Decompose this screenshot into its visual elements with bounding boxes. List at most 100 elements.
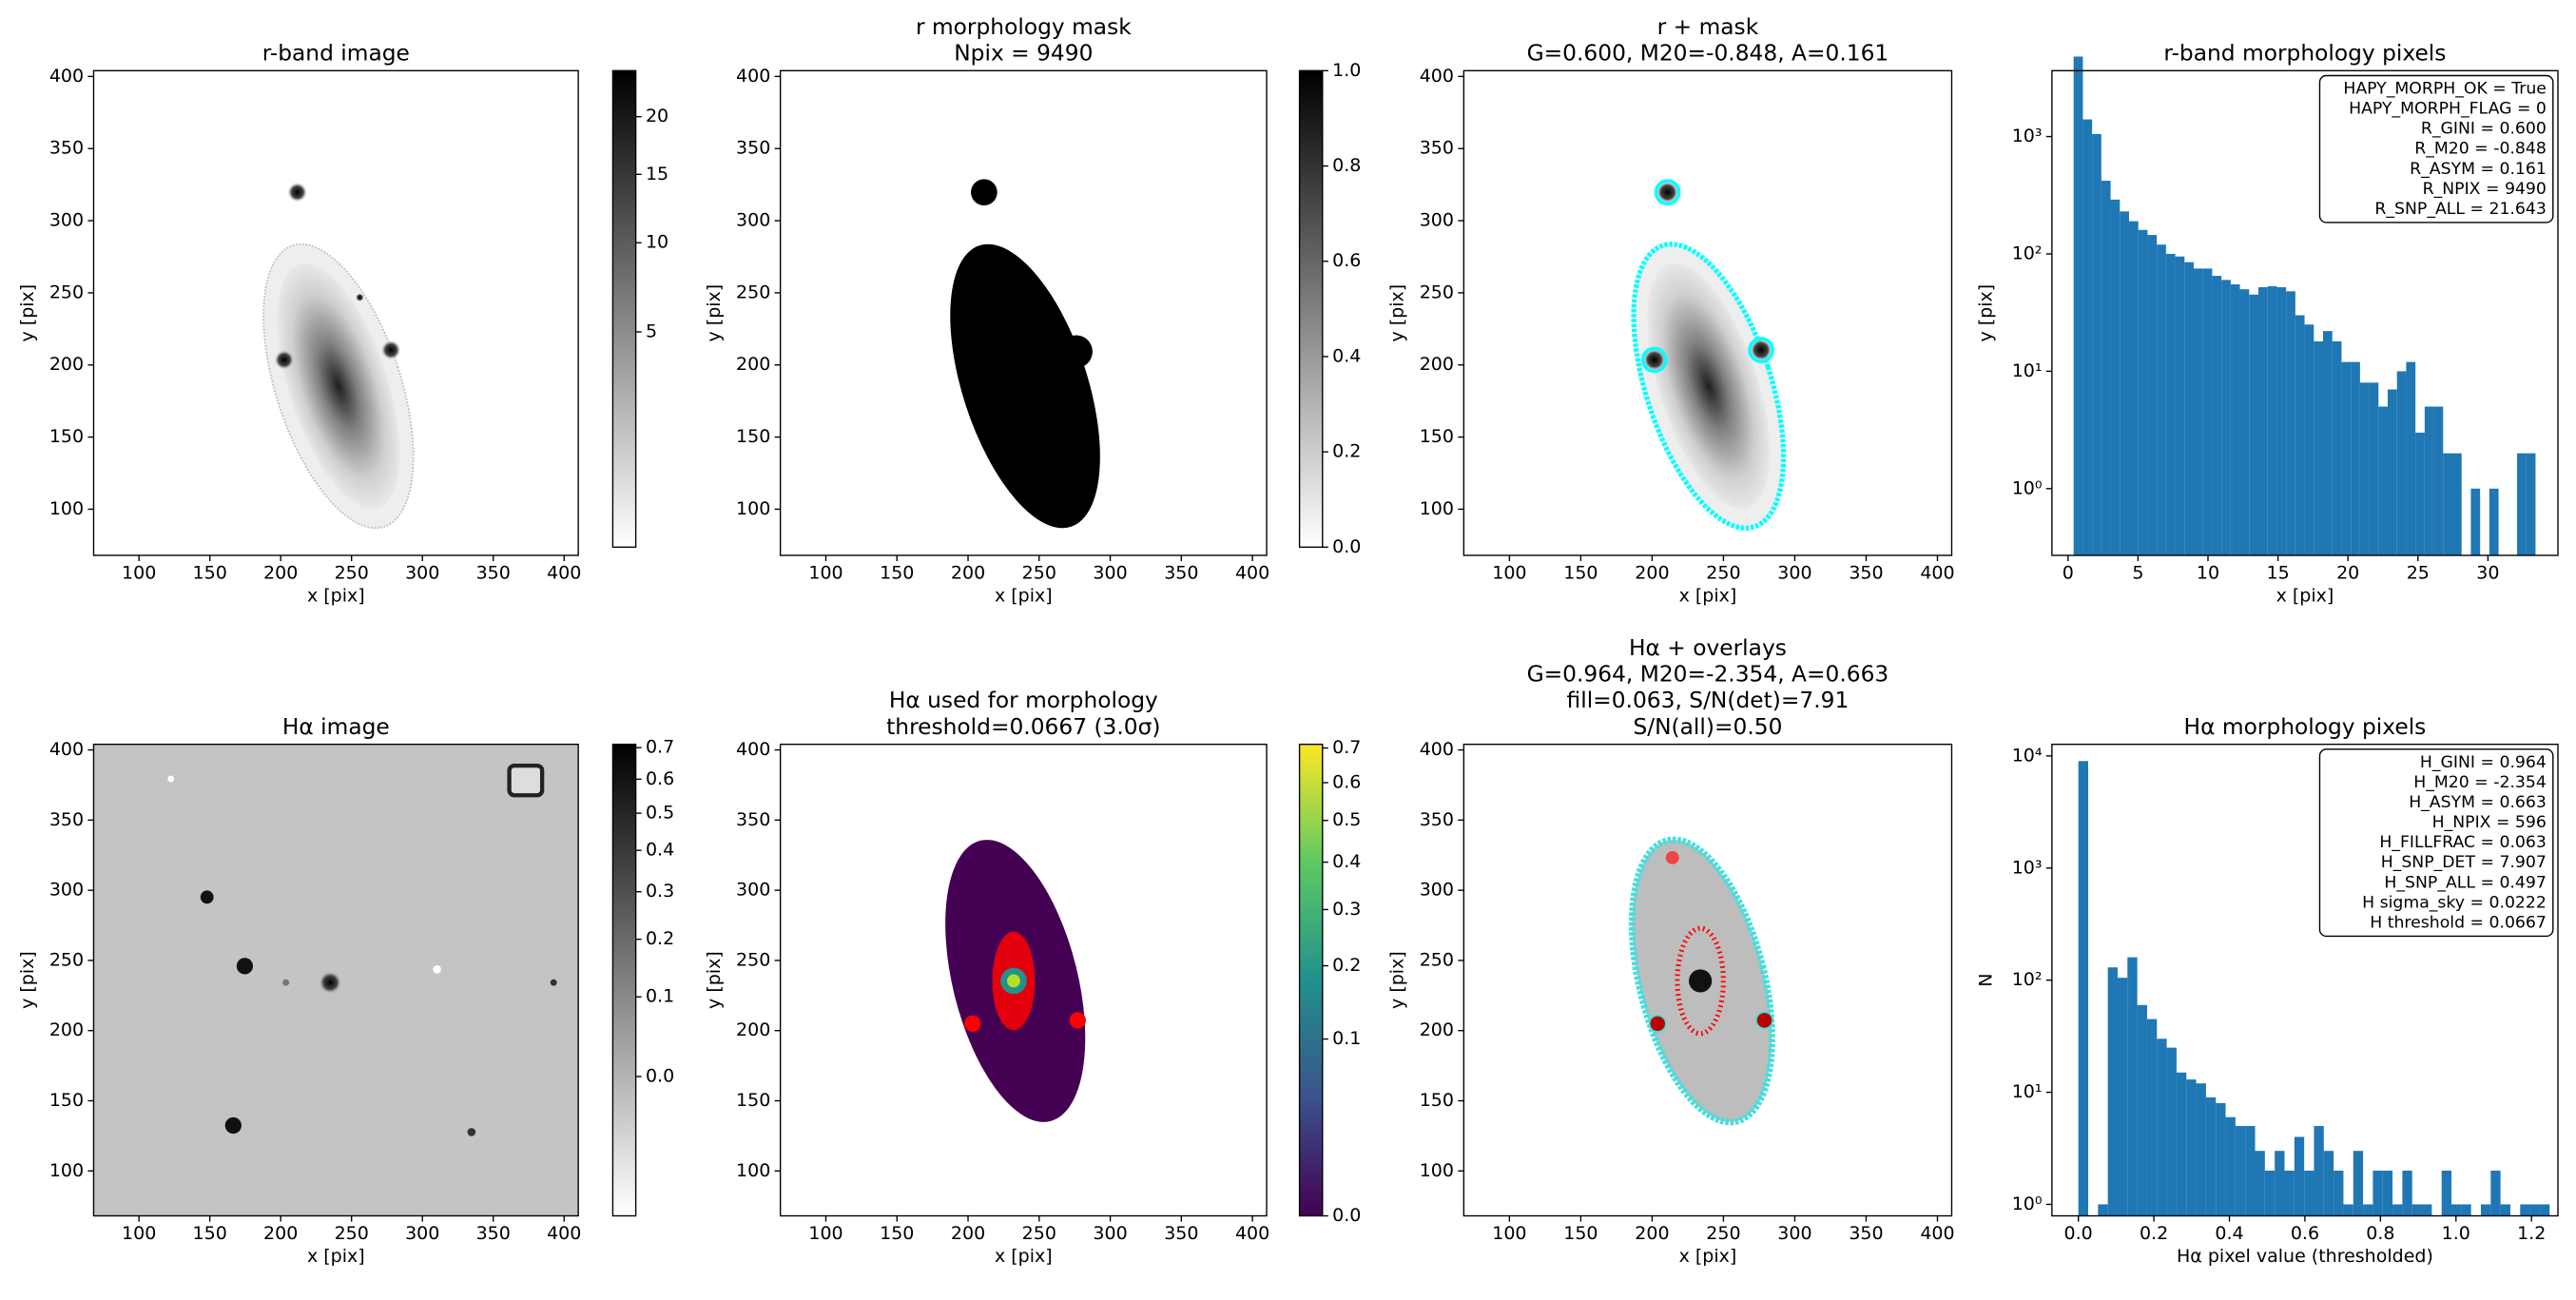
axes-frame [779,743,1268,1217]
annotation-line: H_SNP_ALL = 0.497 [2384,873,2546,892]
y-tick-label: 200 [1420,1019,1454,1040]
x-tick-label: 400 [1235,1223,1269,1244]
x-axis-label: x [pix] [1679,586,1737,607]
y-tick-label: 200 [49,1019,84,1040]
x-tick-label: 400 [1920,562,1954,583]
colorbar-tick-label: 0.7 [646,737,674,758]
bar [2343,1204,2353,1216]
axes-frame [1462,69,1953,556]
bar [2314,1126,2324,1216]
bar [2127,957,2138,1216]
bar [2295,315,2305,555]
y-axis-label: y [pix] [704,951,725,1009]
bar [2196,1083,2206,1216]
y-axis-label: y [pix] [17,951,38,1009]
bar [2517,453,2527,555]
y-tick-label: 300 [736,880,770,901]
x-tick-label: 300 [1093,1223,1127,1244]
y-tick-label: 300 [1420,210,1454,231]
bar [2176,1072,2187,1216]
x-axis-label: x [pix] [307,586,365,607]
y-tick-label: 150 [49,426,84,447]
annotation-line: R_M20 = -0.848 [2414,140,2547,159]
y-tick-label: 250 [49,281,84,302]
colorbar [611,743,637,1217]
bar [2078,761,2088,1216]
bar [2433,406,2444,555]
bar [2101,181,2111,555]
x-tick-label: 400 [547,1223,581,1244]
bar [2480,1204,2491,1216]
x-tick-label: 15 [2267,562,2290,583]
bar [2137,1004,2147,1216]
y-axis-label: y [pix] [1975,284,1996,342]
x-axis-label: x [pix] [2276,586,2334,607]
y-tick-label: 200 [49,354,84,375]
colorbar-tick-label: 0.6 [1332,772,1361,793]
annotation-line: H_NPIX = 596 [2432,813,2547,832]
chart-title: G=0.964, M20=-2.354, A=0.663 [1527,662,1889,688]
bar [2225,1116,2236,1216]
bar [2341,361,2352,555]
colorbar-tick-label: 20 [646,106,668,126]
annotation-line: HAPY_MORPH_OK = True [2343,79,2547,98]
bar [2249,294,2258,555]
y-tick-label: 10⁴ [2012,745,2043,766]
y-tick-label: 100 [49,498,84,519]
x-tick-label: 300 [405,562,439,583]
bar [2396,371,2407,555]
annotation-box [2318,74,2554,223]
x-tick-label: 0.4 [2215,1223,2243,1244]
y-tick-label: 400 [49,739,84,760]
bar [2470,488,2481,555]
bar [2286,291,2295,555]
bar [2235,1126,2246,1216]
y-tick-label: 10² [2012,243,2043,263]
axes-frame [92,743,579,1217]
annotation-line: R_NPIX = 9490 [2423,180,2547,199]
y-tick-label: 300 [736,210,770,231]
colorbar-tick-label: 0.4 [646,840,674,861]
bar [2120,211,2129,555]
bar [2212,276,2222,555]
colorbar-tick-label: 10 [646,232,668,253]
colorbar-tick-label: 0.1 [646,986,674,1007]
chart-title: Hα + overlays [1629,635,1787,661]
y-tick-label: 200 [736,354,770,375]
x-tick-label: 200 [951,1223,985,1244]
bar [2529,1204,2540,1216]
bar [2351,361,2360,555]
x-tick-label: 200 [1635,1223,1669,1244]
x-tick-label: 350 [1849,562,1883,583]
y-tick-label: 150 [736,426,770,447]
x-tick-label: 350 [1164,1223,1198,1244]
bar [2304,324,2315,555]
y-tick-label: 400 [1420,739,1454,760]
colorbar-tick-label: 0.5 [1332,809,1361,830]
x-axis-label: x [pix] [1679,1246,1737,1267]
bar [2411,1204,2423,1216]
annotation-line: R_SNP_ALL = 21.643 [2374,200,2546,219]
colorbar-tick-label: 0.8 [1332,155,1361,176]
x-tick-label: 100 [1492,1223,1526,1244]
axes-frame [779,69,1268,556]
bar [2489,488,2499,555]
x-tick-label: 30 [2476,562,2499,583]
x-tick-label: 5 [2132,562,2143,583]
bar [2175,256,2185,555]
annotation-line: R_GINI = 0.600 [2421,120,2547,139]
bar [2314,340,2323,555]
bar [2443,453,2453,555]
x-tick-label: 100 [808,1223,843,1244]
x-tick-label: 0 [2063,562,2074,583]
bar [2138,229,2148,555]
bar [2239,289,2250,555]
bar [2304,1170,2315,1216]
chart-title: S/N(all)=0.50 [1633,714,1782,740]
x-tick-label: 100 [808,562,843,583]
bar [2294,1136,2305,1216]
x-tick-label: 250 [335,562,369,583]
annotation-line: H_SNP_DET = 7.907 [2381,853,2547,872]
y-tick-label: 300 [49,880,84,901]
x-tick-label: 0.6 [2291,1223,2319,1244]
